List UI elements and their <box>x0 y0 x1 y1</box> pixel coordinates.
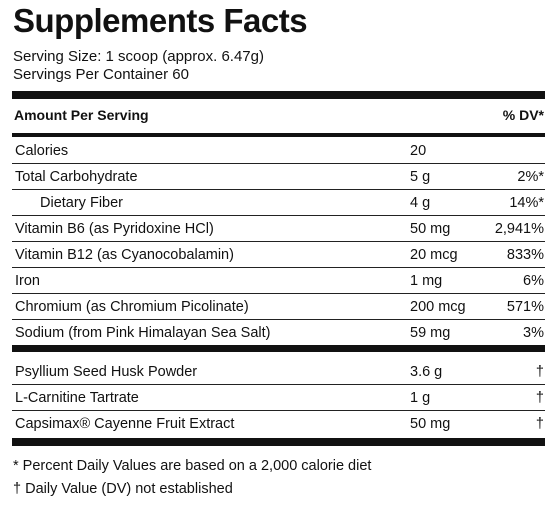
row-amount: 50 mg <box>410 221 451 237</box>
row-name: Capsimax® Cayenne Fruit Extract <box>15 416 235 432</box>
row-name: Total Carbohydrate <box>15 169 138 185</box>
table-row: Vitamin B12 (as Cyanocobalamin) 20 mcg 833… <box>0 242 557 268</box>
table-row: Capsimax® Cayenne Fruit Extract 50 mg † <box>0 411 557 437</box>
row-divider <box>12 267 545 268</box>
row-amount: 20 <box>410 143 427 159</box>
servings-per-container: Servings Per Container 60 <box>13 66 189 83</box>
row-name: Dietary Fiber <box>40 195 123 211</box>
row-daily-value: 6% <box>523 273 544 289</box>
thick-divider-bottom <box>12 438 545 446</box>
row-amount: 1 g <box>410 390 431 406</box>
row-amount: 4 g <box>410 195 431 211</box>
table-row: Vitamin B6 (as Pyridoxine HCl) 50 mg 2,941… <box>0 216 557 242</box>
row-daily-value: † <box>535 364 544 380</box>
row-name: Vitamin B6 (as Pyridoxine HCl) <box>15 221 214 237</box>
table-row: Chromium (as Chromium Picolinate) 200 mcg… <box>0 294 557 320</box>
row-name: L-Carnitine Tartrate <box>15 390 139 406</box>
row-name: Sodium (from Pink Himalayan Sea Salt) <box>15 325 271 341</box>
row-divider <box>12 293 545 294</box>
footnote-daily-values: * Percent Daily Values are based on a 2,… <box>13 458 372 474</box>
table-row: Psyllium Seed Husk Powder 3.6 g † <box>0 359 557 385</box>
row-divider <box>12 189 545 190</box>
row-name: Vitamin B12 (as Cyanocobalamin) <box>15 247 234 263</box>
row-name: Psyllium Seed Husk Powder <box>15 364 198 380</box>
table-row: L-Carnitine Tartrate 1 g † <box>0 385 557 411</box>
row-daily-value: 571% <box>506 299 544 315</box>
table-row: Dietary Fiber 4 g 14%* <box>0 190 557 216</box>
thick-divider-top <box>12 91 545 99</box>
row-divider <box>12 241 545 242</box>
row-divider <box>12 215 545 216</box>
amount-per-serving-header: Amount Per Serving <box>14 107 149 123</box>
table-row: Iron 1 mg 6% <box>0 268 557 294</box>
row-daily-value: 3% <box>523 325 544 341</box>
row-name: Chromium (as Chromium Picolinate) <box>15 299 249 315</box>
row-amount: 20 mcg <box>410 247 458 263</box>
table-row: Sodium (from Pink Himalayan Sea Salt) 59 … <box>0 320 557 346</box>
thick-divider-middle <box>12 345 545 352</box>
row-name: Iron <box>15 273 40 289</box>
serving-size: Serving Size: 1 scoop (approx. 6.47g) <box>13 48 264 65</box>
row-daily-value: 14%* <box>509 195 544 211</box>
table-row: Total Carbohydrate 5 g 2%* <box>0 164 557 190</box>
row-daily-value: † <box>535 390 544 406</box>
row-amount: 50 mg <box>410 416 451 432</box>
row-amount: 5 g <box>410 169 431 185</box>
row-amount: 3.6 g <box>410 364 443 380</box>
row-name: Calories <box>15 143 69 159</box>
footnote-dv-not-established: † Daily Value (DV) not established <box>13 481 233 497</box>
row-amount: 59 mg <box>410 325 451 341</box>
row-divider <box>12 319 545 320</box>
row-divider <box>12 384 545 385</box>
row-daily-value: 2%* <box>517 169 544 185</box>
dv-header: % DV* <box>502 107 544 123</box>
medium-divider <box>12 133 545 137</box>
row-divider <box>12 410 545 411</box>
row-amount: 1 mg <box>410 273 443 289</box>
row-daily-value: 833% <box>506 247 544 263</box>
row-amount: 200 mcg <box>410 299 466 315</box>
table-row: Calories 20 <box>0 138 557 164</box>
row-daily-value: 2,941% <box>494 221 544 237</box>
row-divider <box>12 163 545 164</box>
panel-title: Supplements Facts <box>13 2 308 39</box>
row-daily-value: † <box>535 416 544 432</box>
